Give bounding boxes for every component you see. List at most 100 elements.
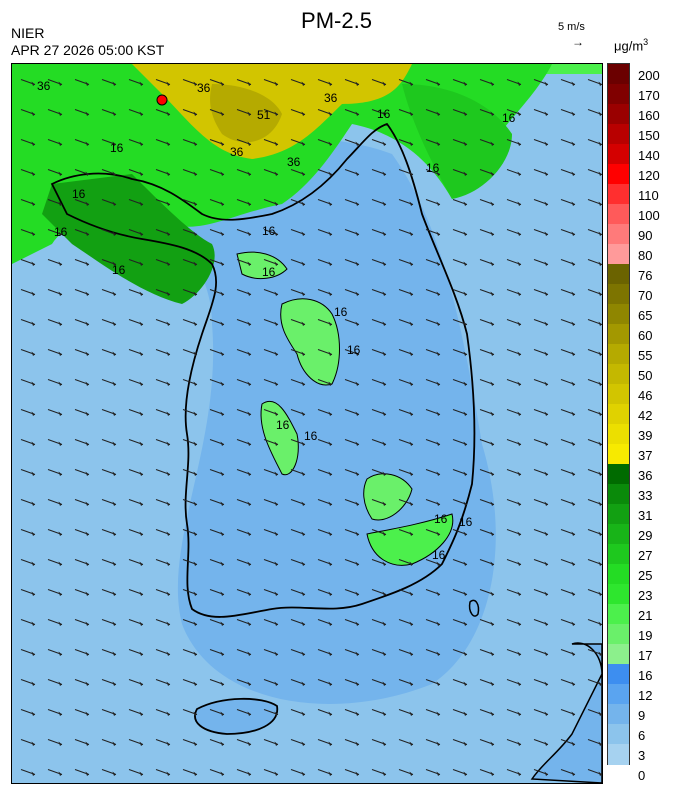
wind-arrow-head [247,741,251,746]
wind-arrow-head [166,351,170,356]
wind-arrow-head [58,261,62,266]
wind-arrow-head [571,231,575,236]
wind-arrow-head [85,711,89,716]
wind-arrow-head [193,201,197,206]
contour-label: 16 [110,141,124,155]
wind-arrow-head [409,711,413,716]
wind-arrow-head [463,141,467,146]
wind-arrow-head [544,531,548,536]
color-scale-segment [608,684,629,705]
wind-arrow-head [355,771,359,776]
contour-label: 16 [304,429,318,443]
pm25-map[interactable]: 36 36 36 51 36 36 16 16 16 16 16 16 16 16 16 16 16 16 16 16… [11,63,603,784]
wind-arrow-head [274,321,278,326]
wind-arrow-head [193,501,197,506]
wind-arrow-head [463,411,467,416]
wind-arrow-head [517,231,521,236]
wind-arrow-head [166,381,170,386]
wind-arrow-head [166,531,170,536]
wind-arrow-head [544,591,548,596]
wind-arrow-head [58,741,62,746]
wind-arrow-head [247,771,251,776]
color-scale-tick-label: 39 [638,428,653,443]
wind-arrow-head [355,201,359,206]
wind-arrow-head [409,171,413,176]
wind-arrow-head [409,261,413,266]
color-scale-tick-label: 36 [638,468,653,483]
wind-arrow-head [571,291,575,296]
color-scale-segment [608,164,629,185]
wind-arrow-head [436,771,440,776]
wind-arrow-head [193,531,197,536]
contour-label: 16 [72,187,86,201]
wind-arrow-head [112,291,116,296]
wind-arrow-head [58,231,62,236]
wind-arrow-head [220,291,224,296]
wind-arrow-head [139,291,143,296]
wind-arrow-head [355,471,359,476]
wind-arrow-head [598,471,602,476]
color-scale-tick-label: 46 [638,388,653,403]
wind-arrow-head [436,711,440,716]
wind-arrow-head [220,111,224,116]
wind-arrow-head [58,441,62,446]
wind-arrow-head [517,441,521,446]
wind-arrow-head [328,501,332,506]
wind-arrow-head [436,231,440,236]
wind-arrow-head [355,741,359,746]
color-scale-bar [607,63,630,765]
wind-arrow-head [490,231,494,236]
wind-arrow-head [247,321,251,326]
color-scale-segment [608,64,629,85]
seoul-green-pocket [236,251,288,280]
wind-arrow-head [328,771,332,776]
wind-arrow-head [382,411,386,416]
wind-arrow-head [436,171,440,176]
wind-arrow-head [193,321,197,326]
wind-arrow-head [274,651,278,656]
color-scale-segment [608,204,629,225]
wind-arrow-head [31,111,35,116]
wind-arrow-head [58,591,62,596]
color-scale-segment [608,124,629,145]
wind-arrow-head [301,621,305,626]
wind-arrow-head [166,231,170,236]
color-scale-segment [608,84,629,105]
wind-arrow-head [58,381,62,386]
wind-arrow-head [463,561,467,566]
wind-arrow-head [544,621,548,626]
wind-arrow-head [31,81,35,86]
color-scale-tick-label: 140 [638,148,660,163]
wind-arrow-head [274,621,278,626]
wind-arrow-head [436,621,440,626]
wind-arrow-head [436,681,440,686]
wind-arrow-head [355,651,359,656]
wind-arrow-head [193,771,197,776]
wind-arrow-head [274,351,278,356]
wind-arrow-head [247,561,251,566]
wind-arrow-head [220,771,224,776]
wind-arrow-head [31,681,35,686]
wind-arrow-head [166,471,170,476]
wind-arrow-head [382,561,386,566]
wind-arrow-head [31,171,35,176]
wind-arrow-head [571,111,575,116]
color-scale-tick-label: 160 [638,108,660,123]
wind-arrow-head [31,381,35,386]
wind-arrow-head [598,651,602,656]
wind-arrow-head [301,411,305,416]
wind-arrow-head [193,621,197,626]
wind-arrow-head [328,531,332,536]
color-scale-tick-label: 17 [638,648,653,663]
wind-arrow-head [301,231,305,236]
wind-arrow-head [571,531,575,536]
wind-arrow-head [517,201,521,206]
wind-arrow-head [328,381,332,386]
color-scale-segment [608,324,629,345]
wind-arrow-head [328,471,332,476]
wind-arrow-head [571,591,575,596]
wind-arrow-head [517,471,521,476]
wind-arrow-head [598,141,602,146]
wind-arrow-head [85,201,89,206]
color-scale-segment [608,264,629,285]
